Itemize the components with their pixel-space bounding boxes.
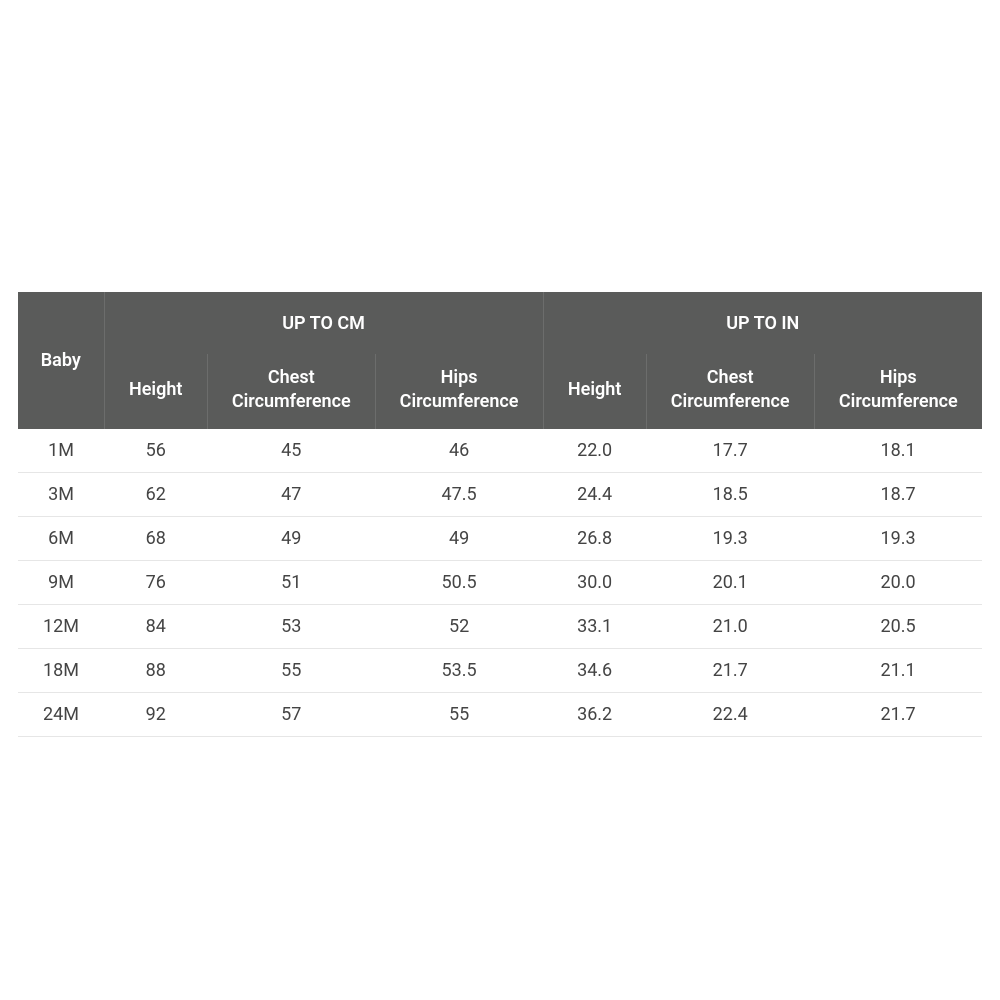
cell-hip-cm: 52 (375, 604, 543, 648)
cell-cc-cm: 47 (207, 472, 375, 516)
cell-hip-cm: 46 (375, 429, 543, 473)
cell-h-cm: 88 (104, 648, 207, 692)
cell-cc-in: 19.3 (646, 516, 814, 560)
table-row: 3M624747.524.418.518.7 (18, 472, 982, 516)
col-header-height-cm: Height (104, 354, 207, 429)
size-chart-table: Baby UP TO CM UP TO IN Height Chest Circ… (18, 292, 982, 737)
table-row: 12M84535233.121.020.5 (18, 604, 982, 648)
cell-hip-in: 18.7 (814, 472, 982, 516)
cell-hip-cm: 47.5 (375, 472, 543, 516)
size-chart-container: Baby UP TO CM UP TO IN Height Chest Circ… (18, 292, 982, 737)
cell-cc-cm: 57 (207, 692, 375, 736)
table-row: 6M68494926.819.319.3 (18, 516, 982, 560)
cell-h-in: 30.0 (543, 560, 646, 604)
cell-baby: 1M (18, 429, 104, 473)
col-header-height-in: Height (543, 354, 646, 429)
table-row: 18M885553.534.621.721.1 (18, 648, 982, 692)
cell-baby: 3M (18, 472, 104, 516)
col-header-chest-cm: Chest Circumference (207, 354, 375, 429)
col-group-in: UP TO IN (543, 292, 982, 354)
cell-cc-in: 22.4 (646, 692, 814, 736)
table-row: 24M92575536.222.421.7 (18, 692, 982, 736)
size-chart-body: 1M56454622.017.718.13M624747.524.418.518… (18, 429, 982, 737)
cell-h-in: 36.2 (543, 692, 646, 736)
col-header-hips-cm: Hips Circumference (375, 354, 543, 429)
cell-cc-cm: 53 (207, 604, 375, 648)
cell-h-in: 24.4 (543, 472, 646, 516)
cell-h-cm: 56 (104, 429, 207, 473)
cell-hip-in: 19.3 (814, 516, 982, 560)
cell-cc-in: 21.7 (646, 648, 814, 692)
col-header-baby: Baby (18, 292, 104, 429)
cell-h-in: 22.0 (543, 429, 646, 473)
cell-cc-cm: 55 (207, 648, 375, 692)
cell-h-cm: 92 (104, 692, 207, 736)
cell-hip-cm: 53.5 (375, 648, 543, 692)
cell-hip-in: 18.1 (814, 429, 982, 473)
cell-baby: 12M (18, 604, 104, 648)
cell-h-in: 26.8 (543, 516, 646, 560)
col-header-chest-in: Chest Circumference (646, 354, 814, 429)
cell-hip-in: 20.0 (814, 560, 982, 604)
cell-baby: 18M (18, 648, 104, 692)
col-group-cm: UP TO CM (104, 292, 543, 354)
cell-hip-cm: 55 (375, 692, 543, 736)
cell-baby: 6M (18, 516, 104, 560)
cell-cc-cm: 45 (207, 429, 375, 473)
cell-h-cm: 62 (104, 472, 207, 516)
cell-hip-cm: 49 (375, 516, 543, 560)
cell-cc-cm: 51 (207, 560, 375, 604)
cell-cc-cm: 49 (207, 516, 375, 560)
cell-hip-in: 20.5 (814, 604, 982, 648)
cell-hip-in: 21.7 (814, 692, 982, 736)
table-row: 1M56454622.017.718.1 (18, 429, 982, 473)
cell-h-in: 33.1 (543, 604, 646, 648)
cell-cc-in: 18.5 (646, 472, 814, 516)
cell-h-cm: 84 (104, 604, 207, 648)
col-header-hips-in: Hips Circumference (814, 354, 982, 429)
table-row: 9M765150.530.020.120.0 (18, 560, 982, 604)
cell-h-cm: 68 (104, 516, 207, 560)
cell-h-cm: 76 (104, 560, 207, 604)
cell-cc-in: 20.1 (646, 560, 814, 604)
cell-hip-cm: 50.5 (375, 560, 543, 604)
cell-baby: 24M (18, 692, 104, 736)
cell-cc-in: 17.7 (646, 429, 814, 473)
cell-cc-in: 21.0 (646, 604, 814, 648)
cell-h-in: 34.6 (543, 648, 646, 692)
cell-baby: 9M (18, 560, 104, 604)
cell-hip-in: 21.1 (814, 648, 982, 692)
